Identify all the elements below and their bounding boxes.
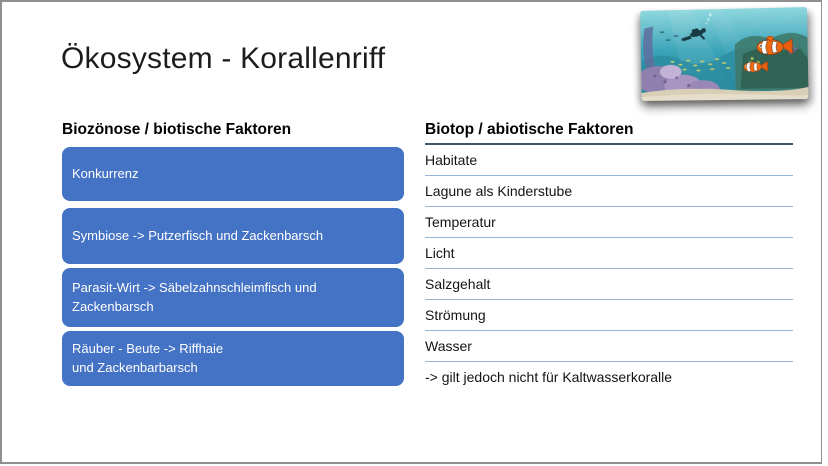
box-label-line-2: und Zackenbarbarsch: [72, 359, 198, 375]
box-raeuber-beute: Räuber - Beute -> Riffhaie und Zackenbar…: [62, 331, 404, 386]
box-label: Konkurrenz: [72, 165, 139, 181]
page-title: Ökosystem - Korallenriff: [61, 42, 386, 75]
box-label: Symbiose -> Putzerfisch und Zackenbarsch: [72, 227, 324, 243]
box-label: Parasit-Wirt -> Säbelzahnschleimfisch un…: [72, 280, 317, 314]
abiotic-factor-label: Habitate: [425, 152, 478, 168]
abiotic-row-licht: Licht: [425, 238, 793, 269]
abiotic-factor-label: Wasser: [425, 338, 472, 354]
abiotic-row-temperatur: Temperatur: [425, 207, 793, 238]
abiotic-factor-label: Strömung: [425, 307, 486, 323]
abiotic-row-habitate: Habitate: [425, 145, 793, 176]
box-label-line-1: Räuber - Beute -> Riffhaie: [72, 341, 224, 357]
abiotic-row-lagune: Lagune als Kinderstube: [425, 176, 793, 207]
abiotic-row-stroemung: Strömung: [425, 300, 793, 331]
abiotic-row-kaltwasserkoralle-note: -> gilt jedoch nicht für Kaltwasserkoral…: [425, 362, 793, 392]
abiotic-row-wasser: Wasser: [425, 331, 793, 362]
coral-reef-illustration: [640, 7, 809, 101]
left-column-header: Biozönose / biotische Faktoren: [62, 121, 292, 138]
abiotic-factor-label: Lagune als Kinderstube: [425, 183, 573, 199]
abiotic-factor-label: Licht: [425, 245, 455, 261]
right-column-header: Biotop / abiotische Faktoren: [425, 121, 793, 145]
abiotic-factors-list: Biotop / abiotische Faktoren Habitate La…: [425, 121, 793, 392]
box-symbiose: Symbiose -> Putzerfisch und Zackenbarsch: [62, 208, 404, 264]
box-konkurrenz: Konkurrenz: [62, 147, 404, 201]
abiotic-factor-label: Salzgehalt: [425, 276, 491, 292]
box-parasit-wirt: Parasit-Wirt -> Säbelzahnschleimfisch un…: [62, 268, 404, 327]
abiotic-factor-label: -> gilt jedoch nicht für Kaltwasserkoral…: [425, 369, 673, 385]
abiotic-factor-label: Temperatur: [425, 214, 496, 230]
coral-reef-image: [640, 7, 809, 101]
abiotic-row-salzgehalt: Salzgehalt: [425, 269, 793, 300]
